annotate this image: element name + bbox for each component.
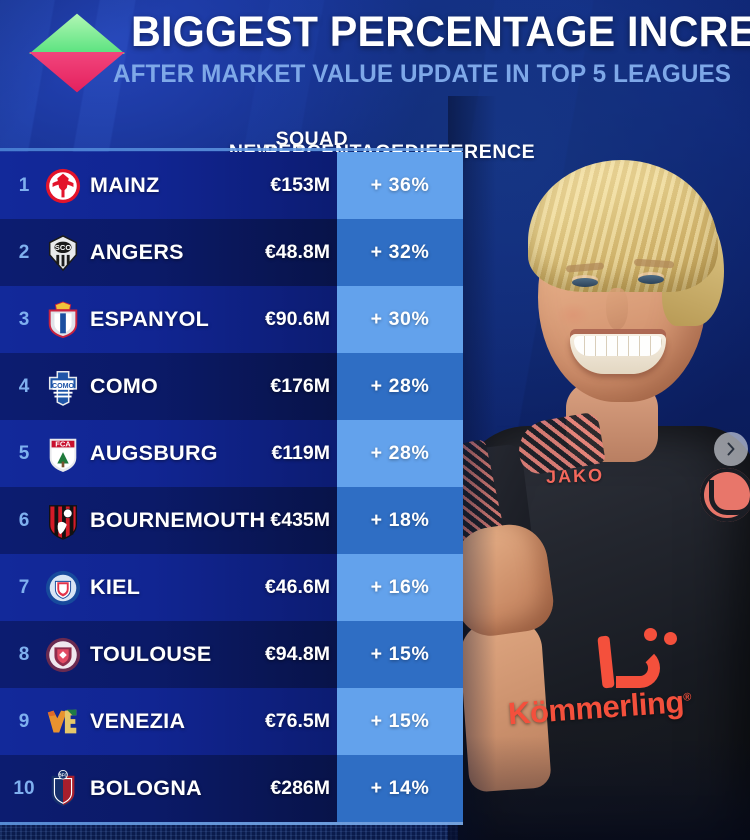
venezia-crest-icon xyxy=(44,703,82,741)
table-row: 1 MAINZ €153M + 36% xyxy=(0,152,463,219)
table-bottom-divider xyxy=(0,822,463,825)
percentage-difference: + 18% xyxy=(370,509,430,531)
squad-value: €90.6M xyxy=(264,308,330,330)
table-top-divider xyxy=(0,148,463,151)
squad-value: €48.8M xyxy=(264,241,330,263)
table-row: 2 SCO ANGERS €48.8M + 32% xyxy=(0,219,463,286)
club-name: KIEL xyxy=(90,575,141,599)
row-percentage-cell-background xyxy=(337,554,463,621)
rank-number: 3 xyxy=(18,308,30,330)
club-name: BOURNEMOUTH xyxy=(90,508,266,532)
toulouse-crest-icon xyxy=(44,636,82,674)
mainz-crest-icon xyxy=(44,167,82,205)
como-crest-icon: COMO xyxy=(44,368,82,406)
rank-number: 2 xyxy=(18,241,30,263)
row-percentage-cell-background xyxy=(337,621,463,688)
bologna-crest-icon: BFC xyxy=(44,770,82,808)
player-right-eye xyxy=(638,275,664,284)
rank-number: 8 xyxy=(18,643,30,665)
squad-value: €46.6M xyxy=(264,576,330,598)
triangle-down-icon xyxy=(29,52,125,93)
table-row: 3 ESPANYOL €90.6M + 30% xyxy=(0,286,463,353)
espanyol-crest-icon xyxy=(44,301,82,339)
player-teeth xyxy=(574,336,662,356)
rank-number: 1 xyxy=(18,174,30,196)
player-nose xyxy=(606,288,628,330)
row-percentage-cell-background xyxy=(337,286,463,353)
row-percentage-cell-background xyxy=(337,688,463,755)
page-title: BIGGEST PERCENTAGE INCREASE xyxy=(131,8,750,56)
bournemouth-crest-icon xyxy=(44,502,82,540)
svg-text:COMO: COMO xyxy=(52,382,75,390)
club-name: ANGERS xyxy=(90,240,184,264)
next-slide-button[interactable] xyxy=(714,432,748,466)
jersey-sponsor-trademark: ® xyxy=(682,691,692,704)
percentage-difference: + 32% xyxy=(370,241,430,263)
up-down-triangle-icon xyxy=(29,12,125,93)
squad-value: €119M xyxy=(271,442,330,464)
club-name: TOULOUSE xyxy=(90,642,212,666)
table-row: 7 KIEL €46.6M + 16% xyxy=(0,554,463,621)
svg-text:BFC: BFC xyxy=(59,773,69,778)
player-photo: JAKO Kömmerling® xyxy=(448,96,750,840)
player-cheek xyxy=(556,302,590,328)
club-name: VENEZIA xyxy=(90,709,186,733)
club-name: AUGSBURG xyxy=(90,441,218,465)
percentage-difference: + 36% xyxy=(370,174,430,196)
squad-value: €76.5M xyxy=(264,710,330,732)
row-percentage-cell-background xyxy=(337,755,463,822)
player-left-eye xyxy=(572,278,598,287)
club-name: ESPANYOL xyxy=(90,307,210,331)
percentage-difference: + 28% xyxy=(370,375,430,397)
table-row: 8 TOULOUSE €94.8M + 15% xyxy=(0,621,463,688)
svg-text:SCO: SCO xyxy=(55,243,72,252)
squad-value: €176M xyxy=(270,375,330,397)
percentage-difference: + 28% xyxy=(370,442,430,464)
squad-value: €94.8M xyxy=(264,643,330,665)
jersey-club-crest-icon xyxy=(700,468,750,522)
svg-text:FCA: FCA xyxy=(55,439,71,448)
club-name: MAINZ xyxy=(90,173,160,197)
kiel-crest-icon xyxy=(44,569,82,607)
rank-number: 5 xyxy=(18,442,30,464)
percentage-difference: + 15% xyxy=(370,710,430,732)
row-percentage-cell-background xyxy=(337,219,463,286)
table-row: 6 BOURNEMOUTH €435M + 18% xyxy=(0,487,463,554)
row-percentage-cell-background xyxy=(337,152,463,219)
rank-number: 7 xyxy=(18,576,30,598)
player-hair xyxy=(528,160,718,292)
rank-number: 4 xyxy=(18,375,30,397)
angers-crest-icon: SCO xyxy=(44,234,82,272)
row-percentage-cell-background xyxy=(337,353,463,420)
percentage-difference: + 15% xyxy=(370,643,430,665)
table-row: 9 VENEZIA €76.5M + 15% xyxy=(0,688,463,755)
percentage-difference: + 16% xyxy=(370,576,430,598)
percentage-difference: + 30% xyxy=(370,308,430,330)
rank-number: 10 xyxy=(13,777,35,799)
percentage-difference: + 14% xyxy=(370,777,430,799)
rank-number: 9 xyxy=(18,710,30,732)
header: BIGGEST PERCENTAGE INCREASE AFTER MARKET… xyxy=(0,0,750,100)
rank-number: 6 xyxy=(18,509,30,531)
chevron-right-icon xyxy=(723,441,739,457)
table-row: 4 COMO COMO €176M + 28% xyxy=(0,353,463,420)
jersey-brand-label: JAKO xyxy=(545,464,605,488)
table-row: 10 BFC BOLOGNA €286M + 14% xyxy=(0,755,463,822)
triangle-up-icon xyxy=(29,13,125,54)
club-name: COMO xyxy=(90,374,159,398)
row-percentage-cell-background xyxy=(337,420,463,487)
club-name: BOLOGNA xyxy=(90,776,202,800)
augsburg-crest-icon: FCA xyxy=(44,435,82,473)
ranking-table: 1 MAINZ €153M + 36% 2 SCO ANGERS €48.8M + 32%… xyxy=(0,152,463,822)
squad-value: €435M xyxy=(270,509,330,531)
squad-value: €153M xyxy=(270,174,330,196)
row-percentage-cell-background xyxy=(337,487,463,554)
jersey-sponsor-mark-icon xyxy=(597,628,678,689)
table-row: 5 FCA AUGSBURG €119M + 28% xyxy=(0,420,463,487)
page-subtitle: AFTER MARKET VALUE UPDATE IN TOP 5 LEAGU… xyxy=(113,60,732,88)
squad-value: €286M xyxy=(270,777,330,799)
